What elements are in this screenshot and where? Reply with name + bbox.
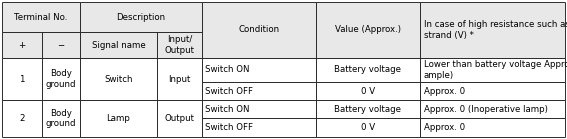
Text: 0 V: 0 V xyxy=(361,86,375,95)
Bar xyxy=(420,58,565,82)
Bar xyxy=(80,58,157,100)
Bar xyxy=(316,82,420,100)
Bar xyxy=(157,32,202,58)
Bar xyxy=(2,32,42,58)
Bar xyxy=(316,58,420,82)
Text: Body
ground: Body ground xyxy=(46,69,76,89)
Text: Terminal No.: Terminal No. xyxy=(14,13,67,22)
Bar xyxy=(420,82,565,100)
Bar xyxy=(42,100,80,137)
Text: Battery voltage: Battery voltage xyxy=(335,105,401,114)
Text: −: − xyxy=(57,40,65,49)
Text: Battery voltage: Battery voltage xyxy=(335,65,401,75)
Text: 1: 1 xyxy=(19,75,25,84)
Text: Switch OFF: Switch OFF xyxy=(205,123,253,132)
Text: Signal name: Signal name xyxy=(92,40,145,49)
Text: Value (Approx.): Value (Approx.) xyxy=(335,25,401,34)
Text: 0 V: 0 V xyxy=(361,123,375,132)
Bar xyxy=(420,2,565,58)
Bar xyxy=(42,32,80,58)
Bar xyxy=(202,82,316,100)
Text: +: + xyxy=(18,40,26,49)
Text: Switch: Switch xyxy=(104,75,133,84)
Text: Output: Output xyxy=(164,114,194,123)
Text: Approx. 0: Approx. 0 xyxy=(424,86,465,95)
Text: Input/
Output: Input/ Output xyxy=(164,35,194,55)
Text: Switch OFF: Switch OFF xyxy=(205,86,253,95)
Text: Approx. 0: Approx. 0 xyxy=(424,123,465,132)
Bar xyxy=(420,100,565,118)
Text: Input: Input xyxy=(168,75,191,84)
Bar xyxy=(2,2,80,32)
Bar xyxy=(42,58,80,100)
Bar xyxy=(316,118,420,137)
Text: Description: Description xyxy=(116,13,166,22)
Bar xyxy=(2,100,42,137)
Bar xyxy=(80,100,157,137)
Text: Switch ON: Switch ON xyxy=(205,65,249,75)
Bar xyxy=(202,2,316,58)
Text: Lower than battery voltage Approx. 8 (Ex-
ample): Lower than battery voltage Approx. 8 (Ex… xyxy=(424,60,567,80)
Bar xyxy=(202,118,316,137)
Text: Body
ground: Body ground xyxy=(46,109,76,128)
Bar xyxy=(80,32,157,58)
Bar xyxy=(157,100,202,137)
Text: Condition: Condition xyxy=(239,25,280,34)
Bar xyxy=(202,100,316,118)
Bar xyxy=(2,58,42,100)
Bar xyxy=(316,2,420,58)
Bar xyxy=(202,58,316,82)
Text: Switch ON: Switch ON xyxy=(205,105,249,114)
Bar xyxy=(80,2,202,32)
Bar xyxy=(157,58,202,100)
Bar xyxy=(316,100,420,118)
Text: Approx. 0 (Inoperative lamp): Approx. 0 (Inoperative lamp) xyxy=(424,105,548,114)
Text: In case of high resistance such as single
strand (V) *: In case of high resistance such as singl… xyxy=(424,20,567,40)
Text: 2: 2 xyxy=(19,114,25,123)
Bar xyxy=(420,118,565,137)
Text: Lamp: Lamp xyxy=(107,114,130,123)
